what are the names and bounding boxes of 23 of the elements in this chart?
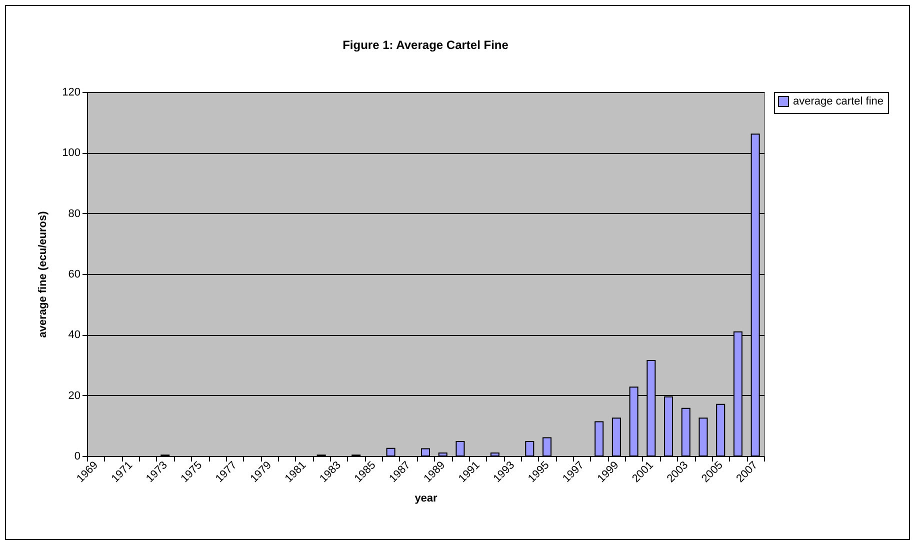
y-tick-label: 100 bbox=[62, 147, 80, 160]
y-tick-label: 0 bbox=[74, 450, 80, 462]
legend-label: average cartel fine bbox=[793, 96, 884, 108]
y-tick-label: 40 bbox=[68, 329, 80, 342]
x-axis-title: year bbox=[414, 492, 438, 504]
chart-title: Figure 1: Average Cartel Fine bbox=[342, 38, 509, 52]
y-tick-label: 60 bbox=[68, 268, 80, 280]
bar bbox=[542, 437, 552, 456]
y-tick-label: 20 bbox=[68, 390, 80, 402]
bar bbox=[525, 440, 534, 456]
bar bbox=[421, 448, 430, 456]
bar bbox=[698, 418, 708, 456]
bar bbox=[490, 452, 500, 456]
y-tick-label: 120 bbox=[62, 86, 80, 98]
y-tick-label: 80 bbox=[68, 208, 80, 220]
bar bbox=[681, 408, 690, 456]
bar bbox=[438, 452, 448, 456]
y-axis-title: average fine (ecu/euros) bbox=[37, 210, 50, 338]
bar bbox=[612, 418, 621, 456]
bar bbox=[386, 448, 396, 456]
bar bbox=[716, 404, 726, 456]
bar bbox=[456, 440, 465, 456]
bar bbox=[594, 421, 604, 456]
